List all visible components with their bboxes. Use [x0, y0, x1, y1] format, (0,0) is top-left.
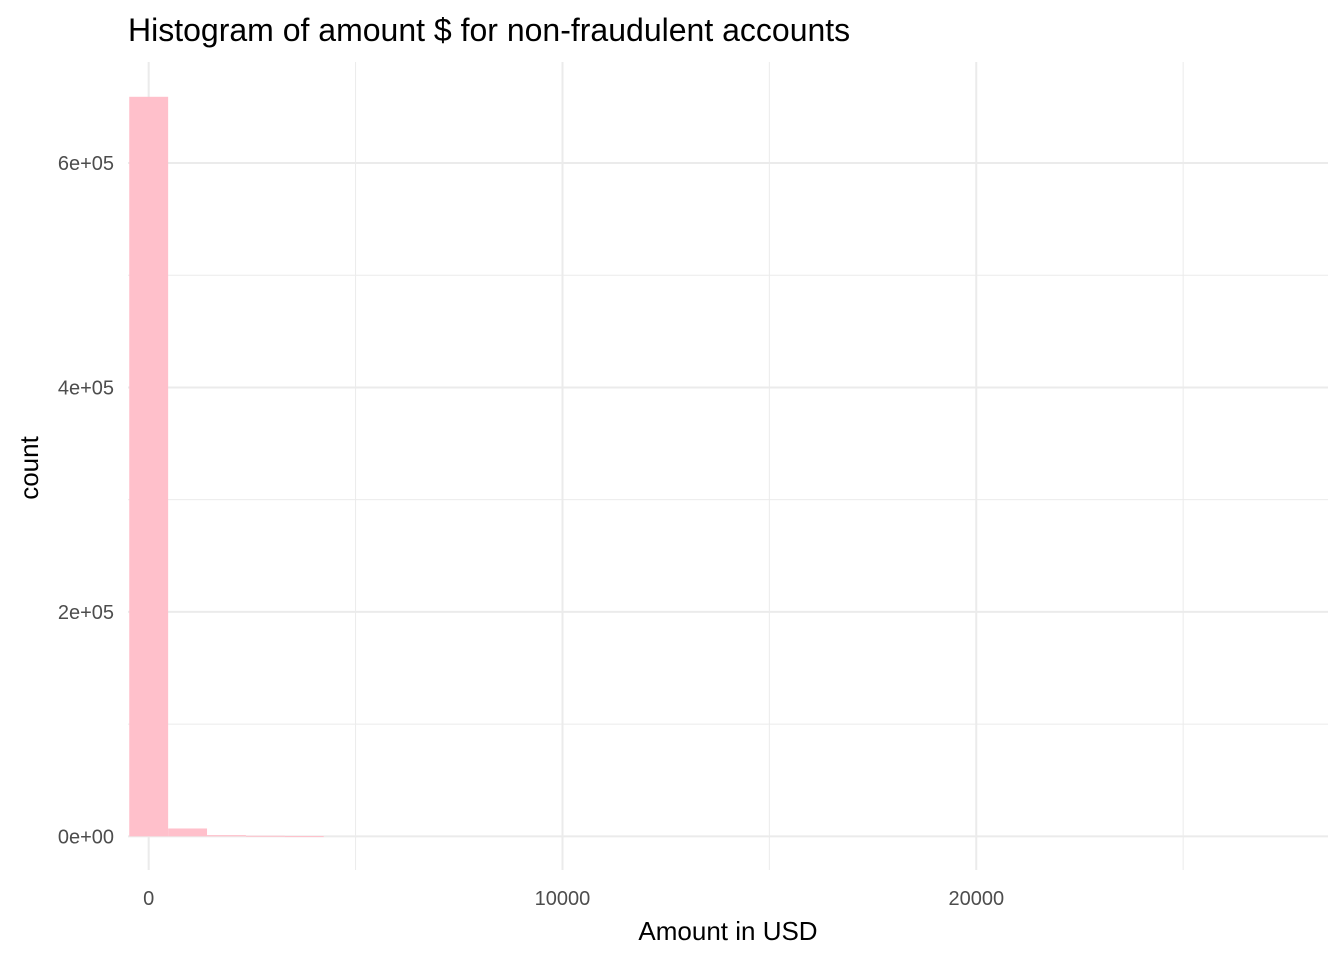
- histogram-bars: [129, 96, 324, 838]
- chart-title: Histogram of amount $ for non-fraudulent…: [128, 12, 850, 48]
- histogram-bar: [245, 835, 285, 837]
- histogram-bar: [207, 835, 246, 837]
- y-tick-label: 2e+05: [58, 602, 114, 624]
- x-tick-label: 10000: [535, 888, 591, 910]
- histogram-bar: [129, 96, 169, 837]
- histogram-bar: [168, 828, 208, 837]
- tick-labels: 0 10000 20000 0e+00 2e+05 4e+05 6e+05: [58, 153, 1004, 910]
- x-axis-label: Amount in USD: [638, 916, 817, 946]
- y-axis-label: count: [14, 435, 44, 499]
- y-tick-label: 6e+05: [58, 153, 114, 175]
- histogram-bar: [284, 836, 324, 838]
- y-tick-label: 0e+00: [58, 826, 114, 848]
- x-tick-label: 20000: [948, 888, 1004, 910]
- grid-lines: [128, 62, 1328, 870]
- x-tick-label: 0: [143, 888, 154, 910]
- y-tick-label: 4e+05: [58, 377, 114, 399]
